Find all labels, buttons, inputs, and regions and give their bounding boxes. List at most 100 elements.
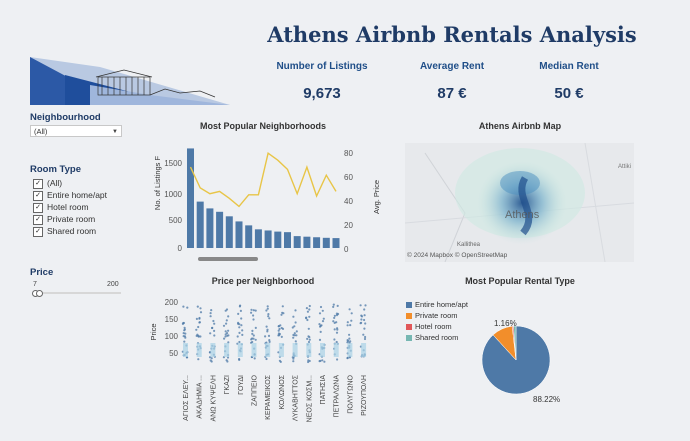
- popular-neighborhoods-chart[interactable]: No. of Listings F Avg. Price 1500 1000 5…: [145, 135, 390, 265]
- room-type-checkbox-entire-home[interactable]: ✓ Entire home/apt: [33, 190, 107, 202]
- neighbourhood-dropdown[interactable]: (All) ▼: [30, 125, 122, 137]
- price-point: [266, 328, 269, 331]
- price-point: [265, 357, 268, 361]
- neighborhood-label: ΠΟΛΥΓΩΝΟ: [347, 374, 354, 413]
- rental-type-title: Most Popular Rental Type: [465, 276, 575, 286]
- room-type-checkbox-shared-room[interactable]: ✓ Shared room: [33, 226, 96, 238]
- price-point: [210, 309, 213, 312]
- price-point: [254, 309, 257, 312]
- price-point: [197, 325, 200, 329]
- map-label-attiki: Attiki: [618, 164, 631, 170]
- price-point: [332, 305, 335, 308]
- price-point: [318, 360, 321, 363]
- neighborhood-bar: [264, 230, 272, 248]
- neighborhood-bar: [254, 229, 262, 248]
- rental-type-pie[interactable]: [480, 316, 560, 406]
- price-box: [237, 343, 243, 357]
- price-point: [280, 313, 283, 316]
- price-min-value: 7: [33, 281, 37, 288]
- price-point: [266, 305, 269, 308]
- neighborhood-label: ΓΚΑΖΙ: [224, 375, 231, 394]
- avg-price-line: [189, 152, 337, 208]
- price-point: [223, 337, 226, 340]
- price-point: [211, 326, 214, 329]
- athens-map[interactable]: Athens Kallithea Attiki © 2024 Mapbox © …: [405, 143, 634, 262]
- price-point: [268, 317, 271, 320]
- price-point: [199, 311, 203, 314]
- horizontal-scrollbar[interactable]: [198, 257, 258, 261]
- price-point: [250, 311, 253, 314]
- price-point: [295, 330, 298, 333]
- price-point: [294, 321, 297, 324]
- price-point: [267, 334, 271, 337]
- price-point: [182, 335, 185, 338]
- price-point: [332, 303, 335, 306]
- room-type-checkbox-all[interactable]: ✓ (All): [33, 178, 62, 190]
- legend-swatch: [406, 324, 412, 331]
- price-slider-track[interactable]: [33, 292, 121, 294]
- price-per-neighborhood-chart[interactable]: Price 200 150 100 50 ΑΓΙΟΣ ΕΛΕΥ... ΑΚΑΔΗΜ…: [145, 292, 390, 432]
- price-point: [195, 334, 198, 337]
- left-tick: 500: [169, 216, 183, 225]
- right-tick: 80: [344, 149, 353, 158]
- neighborhood-bar: [187, 148, 194, 248]
- price-point: [226, 332, 229, 335]
- price-point: [308, 359, 311, 363]
- price-point: [346, 321, 349, 324]
- neighborhood-label: ΑΝΩ ΚΥΨΕΛΗ: [210, 375, 217, 422]
- price-point: [335, 331, 339, 334]
- checkbox-checked-icon: ✓: [33, 178, 43, 189]
- price-per-neighborhood-title: Price per Neighborhood: [211, 276, 315, 286]
- room-type-checkbox-private-room[interactable]: ✓ Private room: [33, 214, 95, 226]
- price-point: [227, 315, 230, 318]
- price-point: [363, 337, 367, 341]
- price-point: [281, 311, 284, 314]
- price-point: [209, 332, 212, 335]
- price-slider-max-handle[interactable]: [36, 290, 43, 297]
- price-point: [321, 359, 324, 362]
- price-point: [224, 335, 227, 338]
- price-point: [277, 325, 280, 328]
- price-point: [268, 340, 271, 343]
- price-box: [333, 343, 339, 357]
- neighborhood-bar: [313, 237, 321, 248]
- price-point: [227, 341, 230, 344]
- price-box: [251, 343, 257, 357]
- price-point: [213, 329, 216, 332]
- price-point: [197, 334, 200, 337]
- price-point: [364, 322, 367, 325]
- right-tick: 20: [344, 221, 353, 230]
- price-point: [252, 318, 255, 321]
- kpi-median-value: 50 €: [554, 85, 584, 102]
- price-point: [241, 333, 244, 336]
- price-point: [308, 308, 311, 311]
- price-box: [278, 343, 284, 357]
- legend-swatch: [406, 302, 412, 309]
- checkbox-checked-icon: ✓: [33, 214, 43, 225]
- kpi-average-value: 87 €: [437, 85, 467, 102]
- map-attribution: © 2024 Mapbox © OpenStreetMap: [407, 252, 508, 259]
- left-tick: 1500: [164, 159, 182, 168]
- price-point: [227, 329, 230, 332]
- price-filter-label: Price: [30, 267, 54, 278]
- price-point: [346, 341, 349, 344]
- price-point: [240, 317, 243, 320]
- price-point: [183, 329, 186, 332]
- price-point: [305, 316, 308, 319]
- checkbox-checked-icon: ✓: [33, 226, 43, 237]
- price-point: [182, 305, 185, 308]
- price-point: [348, 337, 351, 340]
- price-point: [224, 309, 227, 312]
- legend-hotel-room: Hotel room: [406, 322, 452, 331]
- price-point: [305, 307, 308, 310]
- price-point: [363, 327, 366, 330]
- map-canvas: Athens Kallithea Attiki: [405, 143, 634, 262]
- price-point: [227, 334, 230, 337]
- price-point: [186, 306, 189, 309]
- price-point: [184, 336, 187, 339]
- room-type-checkbox-hotel-room[interactable]: ✓ Hotel room: [33, 202, 89, 214]
- price-point: [224, 330, 227, 333]
- price-point: [292, 336, 295, 339]
- price-point: [277, 332, 280, 335]
- price-point: [279, 324, 282, 327]
